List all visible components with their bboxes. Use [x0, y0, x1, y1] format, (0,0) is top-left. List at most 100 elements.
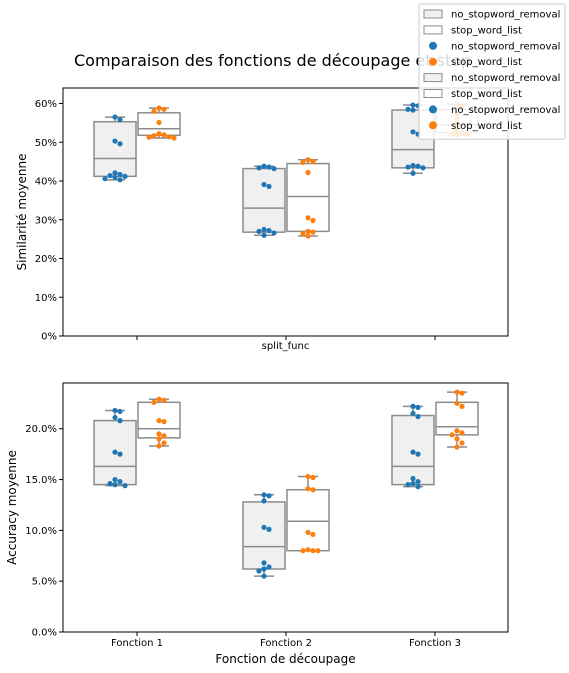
- point-no_stopword_removal: [415, 451, 421, 457]
- y-tick-label: 50%: [35, 138, 57, 149]
- y-tick-label: 5.0%: [32, 577, 57, 588]
- point-no_stopword_removal: [261, 232, 267, 238]
- point-stop_word_list: [161, 397, 167, 403]
- point-no_stopword_removal: [261, 560, 267, 566]
- point-no_stopword_removal: [261, 498, 267, 504]
- plot-frame: [62, 87, 509, 337]
- point-stop_word_list: [459, 430, 465, 436]
- point-no_stopword_removal: [107, 481, 113, 487]
- y-tick-label: 0.0%: [32, 628, 57, 639]
- point-no_stopword_removal: [261, 566, 267, 572]
- point-stop_word_list: [310, 229, 316, 235]
- legend-swatch-point: [429, 41, 437, 50]
- legend-frame: [418, 3, 566, 140]
- point-no_stopword_removal: [117, 141, 123, 147]
- point-no_stopword_removal: [405, 164, 411, 170]
- point-stop_word_list: [459, 390, 465, 396]
- point-no_stopword_removal: [112, 449, 118, 455]
- plot-frame: [62, 382, 509, 633]
- point-stop_word_list: [305, 473, 311, 480]
- legend-label: no_stopword_removal: [451, 73, 560, 84]
- point-stop_word_list: [459, 440, 465, 446]
- point-no_stopword_removal: [410, 410, 416, 417]
- point-no_stopword_removal: [415, 478, 421, 485]
- point-no_stopword_removal: [410, 403, 416, 409]
- point-stop_word_list: [310, 474, 316, 481]
- point-no_stopword_removal: [117, 171, 123, 178]
- point-no_stopword_removal: [410, 162, 416, 169]
- point-no_stopword_removal: [256, 165, 262, 171]
- point-no_stopword_removal: [112, 414, 118, 421]
- point-no_stopword_removal: [266, 164, 272, 170]
- point-no_stopword_removal: [266, 228, 272, 234]
- point-no_stopword_removal: [117, 451, 123, 457]
- point-no_stopword_removal: [271, 230, 277, 236]
- point-stop_word_list: [156, 119, 162, 126]
- point-stop_word_list: [454, 389, 460, 395]
- box-no_stopword_removal: [242, 167, 286, 233]
- point-no_stopword_removal: [112, 174, 118, 181]
- box-stop_word_list: [286, 488, 330, 552]
- y-tick-label: 20%: [35, 254, 57, 265]
- point-stop_word_list: [300, 231, 306, 237]
- point-no_stopword_removal: [261, 163, 267, 169]
- point-stop_word_list: [161, 440, 167, 446]
- y-tick-label: 60%: [35, 99, 57, 110]
- point-no_stopword_removal: [415, 404, 421, 410]
- point-stop_word_list: [300, 159, 306, 165]
- legend-label: stop_word_list: [451, 57, 522, 68]
- point-stop_word_list: [146, 134, 152, 140]
- y-axis-label: Accuracy moyenne: [5, 450, 19, 565]
- y-tick-label: 10%: [35, 293, 57, 304]
- point-stop_word_list: [305, 529, 311, 536]
- point-no_stopword_removal: [405, 482, 411, 488]
- point-stop_word_list: [454, 400, 460, 406]
- point-no_stopword_removal: [122, 483, 128, 489]
- point-no_stopword_removal: [261, 524, 267, 530]
- point-stop_word_list: [454, 436, 460, 442]
- point-no_stopword_removal: [261, 181, 267, 188]
- point-stop_word_list: [161, 419, 167, 425]
- legend-label: stop_word_list: [451, 25, 522, 36]
- point-no_stopword_removal: [410, 449, 416, 455]
- legend-label: stop_word_list: [451, 89, 522, 100]
- point-no_stopword_removal: [266, 493, 272, 499]
- point-no_stopword_removal: [112, 407, 118, 414]
- point-stop_word_list: [151, 399, 157, 405]
- point-stop_word_list: [151, 108, 157, 114]
- point-no_stopword_removal: [405, 106, 411, 112]
- point-no_stopword_removal: [266, 564, 272, 570]
- point-stop_word_list: [305, 547, 311, 553]
- point-no_stopword_removal: [117, 117, 123, 123]
- point-stop_word_list: [305, 486, 311, 492]
- point-no_stopword_removal: [107, 172, 113, 179]
- x-axis-label: Fonction de découpage: [215, 652, 355, 666]
- y-tick-label: 30%: [35, 215, 57, 226]
- point-no_stopword_removal: [256, 568, 262, 574]
- point-no_stopword_removal: [410, 481, 416, 487]
- point-no_stopword_removal: [410, 102, 416, 108]
- point-stop_word_list: [310, 548, 316, 554]
- legend-swatch-box: [423, 9, 443, 19]
- point-no_stopword_removal: [410, 475, 416, 482]
- point-no_stopword_removal: [117, 177, 123, 183]
- legend-label: stop_word_list: [451, 121, 522, 132]
- point-no_stopword_removal: [112, 476, 118, 483]
- y-tick-label: 10.0%: [25, 526, 57, 537]
- legend-swatch-point: [429, 121, 437, 130]
- y-axis-label: Similarité moyenne: [15, 154, 29, 271]
- point-no_stopword_removal: [261, 573, 267, 579]
- point-no_stopword_removal: [410, 129, 416, 135]
- point-stop_word_list: [156, 105, 162, 111]
- legend-label: no_stopword_removal: [451, 105, 560, 116]
- point-no_stopword_removal: [266, 183, 272, 190]
- point-stop_word_list: [300, 548, 306, 554]
- point-no_stopword_removal: [256, 228, 262, 234]
- point-no_stopword_removal: [117, 418, 123, 424]
- point-no_stopword_removal: [415, 163, 421, 169]
- point-stop_word_list: [161, 132, 167, 138]
- legend-label: no_stopword_removal: [451, 10, 560, 21]
- point-stop_word_list: [156, 436, 162, 442]
- point-stop_word_list: [310, 531, 316, 538]
